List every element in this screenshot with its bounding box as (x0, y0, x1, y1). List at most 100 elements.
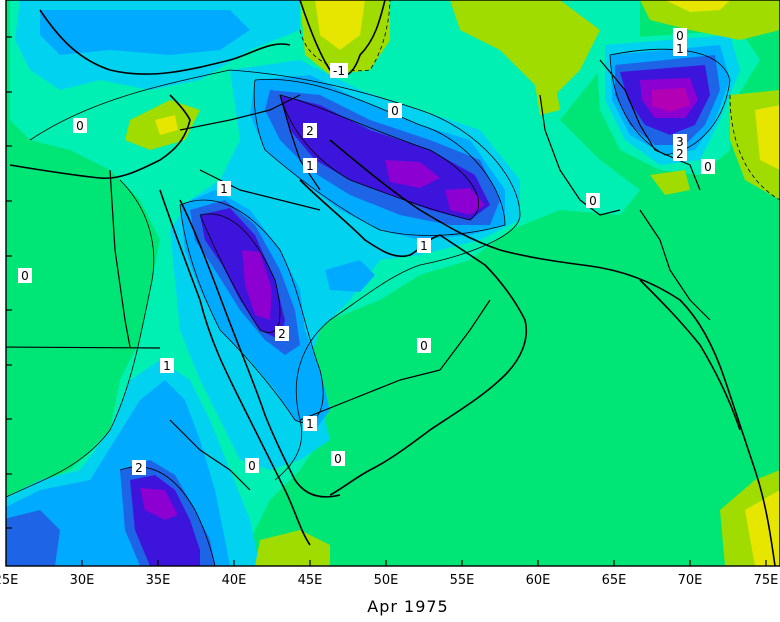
longitude-labels: 25E 30E 35E 40E 45E 50E 55E 60E 65E 70E … (0, 573, 778, 588)
contour-label: 1 (217, 181, 231, 196)
fill-band-25-south (140, 488, 178, 520)
contour-lines (6, 0, 780, 566)
fill-band-neg1-northeast (665, 0, 730, 12)
contour-label: 1 (303, 158, 317, 173)
contour-label-text: 0 (334, 452, 342, 466)
border-oman (439, 299, 491, 371)
contour-label-text: 0 (21, 269, 29, 283)
contour-labels: -1 0 0 0 0 0 0 0 0 0 1 1 1 1 1 1 2 2 2 2… (18, 28, 715, 475)
contour-label: 3 (673, 134, 687, 149)
contour-label-text: 2 (278, 327, 286, 341)
border-turkey-syria (179, 94, 301, 131)
longitude-ticks (5, 560, 767, 566)
fill-band-neg1-west (155, 115, 178, 135)
contour-neg-east (729, 94, 780, 201)
x-tick-label: 40E (222, 573, 247, 588)
contour-label: 2 (673, 146, 687, 161)
contour-label: 0 (73, 118, 87, 133)
fill-band-neg1-north (315, 0, 365, 50)
border-pakistan-india (639, 209, 711, 321)
border-iran-afghan (539, 94, 621, 216)
country-borders (6, 59, 711, 491)
contour-label: 2 (275, 326, 289, 341)
contour-label-text: 1 (306, 159, 314, 173)
x-tick-label: 55E (450, 573, 475, 588)
x-tick-label: 50E (374, 573, 399, 588)
contour-label: 0 (18, 268, 32, 283)
coast-red-sea-west (159, 189, 311, 546)
time-label: Apr 1975 (367, 597, 448, 616)
contour-label-text: 2 (135, 461, 143, 475)
contour-zero-south (6, 179, 155, 498)
border-ethiopia (169, 419, 251, 491)
x-tick-label: 60E (526, 573, 551, 588)
contour-label: 1 (303, 416, 317, 431)
contour-label: 0 (586, 193, 600, 208)
contour-label-text: 2 (306, 124, 314, 138)
fill-band-3-east (652, 88, 690, 112)
border-egypt-sudan (6, 346, 161, 349)
border-afghan-pakistan (599, 59, 701, 191)
contour-label-text: 0 (76, 119, 84, 133)
contour-label-text: 0 (676, 29, 684, 43)
anomaly-fills (6, 0, 780, 566)
contour-label: 1 (160, 358, 174, 373)
contour-label: 0 (245, 458, 259, 473)
contour-one-arabia (179, 199, 324, 423)
x-tick-label: 45E (298, 573, 323, 588)
contour-label-text: 0 (391, 104, 399, 118)
contour-label: 0 (673, 28, 687, 43)
x-tick-label: 25E (0, 573, 18, 588)
x-tick-label: 70E (678, 573, 703, 588)
coastlines (9, 0, 776, 566)
latitude-ticks (6, 36, 12, 529)
coast-arabian-west (179, 199, 341, 498)
coast-levant-egypt (9, 94, 191, 180)
fill-band-neg05-northeast (450, 0, 600, 100)
contour-label-text: 1 (163, 359, 171, 373)
fill-band-neg1-east (755, 105, 780, 170)
border-saudi-iraq (199, 169, 321, 211)
contour-zero-gulf (29, 69, 521, 481)
contour-label-text: 0 (420, 339, 428, 353)
contour-one-gulf (253, 78, 506, 236)
contour-label-text: 0 (589, 194, 597, 208)
contour-label-text: 2 (676, 147, 684, 161)
contour-label: 2 (132, 460, 146, 475)
fill-band-25-arabia (242, 250, 272, 320)
coast-iran-south (329, 139, 776, 566)
contour-label: -1 (330, 63, 348, 78)
contour-neg-north (299, 0, 391, 72)
contour-label: 1 (673, 41, 687, 56)
fill-band-1-spot (325, 260, 375, 292)
contour-label-text: -1 (333, 64, 345, 78)
border-iraq-iran (279, 94, 321, 191)
contour-label: 0 (701, 159, 715, 174)
contour-label-text: 0 (704, 160, 712, 174)
coast-persian-gulf (299, 179, 528, 496)
x-tick-label: 30E (70, 573, 95, 588)
contour-label: 0 (331, 451, 345, 466)
contour-label: 0 (388, 103, 402, 118)
fill-band-25-gulf-a (385, 160, 440, 188)
contour-two-gulf (279, 94, 480, 221)
border-egypt-libya (109, 169, 131, 348)
x-tick-label: 75E (754, 573, 779, 588)
fill-band-15-southwest (6, 510, 60, 566)
coast-india-west (639, 279, 741, 431)
fill-band-2-gulf (280, 95, 490, 220)
map-frame (5, 0, 780, 567)
fill-band-neg05-farnortheast (640, 0, 780, 40)
fill-band-neg05-tibet (650, 170, 690, 195)
x-tick-label: 35E (146, 573, 171, 588)
contour-label-text: 1 (220, 182, 228, 196)
contour-two-arabia (199, 213, 281, 333)
contour-label-text: 3 (676, 135, 684, 149)
fill-band-neg05-south (255, 530, 330, 566)
border-saudi-yemen (299, 369, 441, 421)
contour-label: 2 (303, 123, 317, 138)
fill-band-neg1-southeast (745, 490, 780, 566)
fill-band-25-gulf-b (445, 188, 485, 215)
contour-label-text: 0 (248, 459, 256, 473)
